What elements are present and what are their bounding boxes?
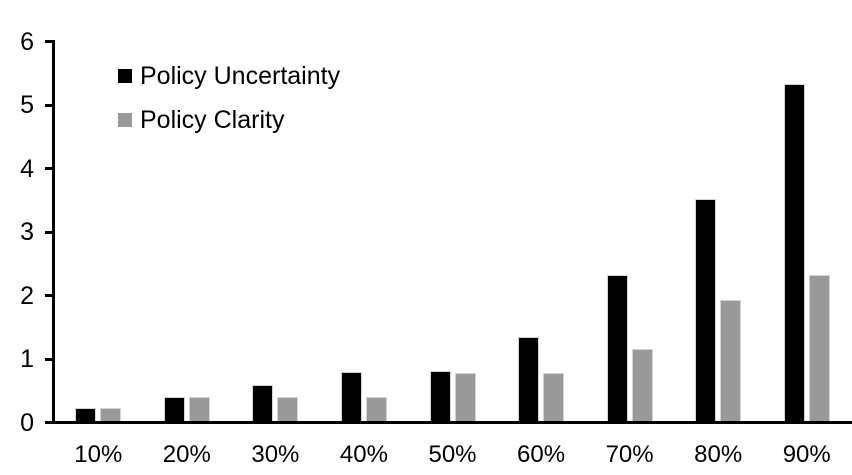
bar-policy-uncertainty-40	[341, 372, 362, 421]
y-axis-label: 0	[20, 408, 34, 437]
x-axis-label: 40%	[339, 441, 388, 468]
x-axis-label: 80%	[694, 441, 743, 468]
y-axis-label: 4	[20, 154, 34, 183]
bar-policy-uncertainty-60	[518, 337, 539, 421]
y-tick	[45, 294, 53, 297]
legend-swatch-policy-uncertainty	[118, 69, 132, 83]
x-axis-label: 60%	[517, 441, 566, 468]
x-axis-label: 70%	[605, 441, 654, 468]
bar-policy-clarity-80	[720, 300, 741, 421]
x-axis-label: 90%	[782, 441, 831, 468]
legend-swatch-policy-clarity	[118, 113, 132, 127]
bar-policy-clarity-90	[809, 275, 830, 421]
y-tick	[45, 103, 53, 107]
bar-policy-clarity-30	[277, 397, 298, 421]
bar-policy-uncertainty-70	[607, 275, 628, 421]
bar-policy-uncertainty-90	[784, 84, 805, 421]
legend-item-policy-clarity: Policy Clarity	[118, 106, 340, 134]
y-axis-label: 5	[20, 91, 34, 119]
y-axis-label: 3	[20, 218, 34, 246]
bar-policy-clarity-40	[366, 397, 387, 421]
y-axis-label: 6	[20, 27, 34, 56]
y-tick	[45, 357, 53, 361]
y-tick	[45, 167, 53, 170]
legend-item-policy-uncertainty: Policy Uncertainty	[118, 62, 340, 90]
y-tick	[45, 230, 53, 234]
bar-policy-clarity-10	[100, 408, 121, 421]
bar-policy-clarity-70	[632, 349, 653, 421]
x-axis-label: 30%	[251, 441, 300, 468]
x-axis-line	[52, 421, 852, 424]
bar-policy-uncertainty-50	[430, 371, 451, 421]
y-tick	[45, 421, 53, 424]
x-axis-label: 10%	[74, 441, 123, 468]
bar-policy-uncertainty-10	[75, 408, 96, 421]
bar-policy-clarity-60	[543, 373, 564, 421]
legend: Policy Uncertainty Policy Clarity	[118, 62, 340, 134]
y-axis-label: 2	[20, 281, 34, 310]
x-axis-label: 20%	[162, 441, 211, 468]
bar-policy-clarity-50	[455, 373, 476, 421]
y-axis-line	[52, 40, 55, 424]
y-axis-label: 1	[20, 345, 34, 373]
bar-policy-uncertainty-30	[252, 385, 273, 421]
legend-label-policy-clarity: Policy Clarity	[140, 106, 285, 134]
bar-policy-uncertainty-20	[164, 397, 185, 421]
bar-policy-clarity-20	[189, 397, 210, 421]
bar-policy-uncertainty-80	[695, 199, 716, 421]
legend-label-policy-uncertainty: Policy Uncertainty	[140, 62, 341, 90]
y-tick	[45, 40, 53, 43]
x-axis-label: 50%	[428, 441, 477, 468]
